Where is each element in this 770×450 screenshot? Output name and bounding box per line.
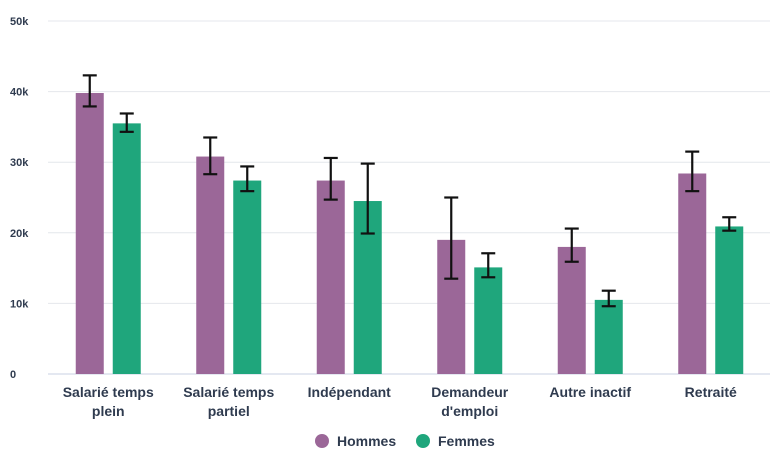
error-bar-hommes-4 [564,227,579,263]
error-bar-femmes-0 [119,112,134,133]
legend-item-hommes[interactable]: Hommes [315,433,396,449]
bar-hommes-4 [557,246,586,374]
bar-hommes-5 [678,173,707,374]
error-bar-femmes-4 [601,289,616,308]
y-tick-label: 20k [10,228,29,240]
bar-femmes-0 [112,123,141,375]
legend-item-femmes[interactable]: Femmes [416,433,495,449]
x-category-label: Demandeur d'emploi [431,384,509,419]
x-category-label: Salarié temps plein [63,384,154,419]
error-bar-hommes-0 [82,74,97,108]
error-bar-femmes-3 [481,252,496,279]
legend-label: Hommes [337,433,396,449]
bar-femmes-5 [715,226,744,374]
bar-hommes-1 [196,156,225,374]
error-bar-hommes-5 [685,150,700,193]
x-axis-labels: Salarié temps plein Salarié temps partiel In… [63,384,737,419]
x-category-label: Autre inactif [549,384,631,400]
bar-femmes-4 [594,299,623,374]
x-category-label: Retraité [685,384,737,400]
bars [75,93,744,375]
y-tick-label: 40k [10,87,29,99]
y-tick-label: 0 [10,369,16,381]
legend-marker [315,434,329,448]
bar-hommes-2 [316,180,345,374]
x-category-label: Salarié temps partiel [183,384,274,419]
legend-label: Femmes [438,433,495,449]
error-bar-hommes-2 [323,156,338,201]
bar-femmes-1 [233,180,262,374]
x-category-label: Indépendant [308,384,392,400]
y-tick-label: 50k [10,16,29,28]
error-bar-femmes-5 [722,216,737,232]
y-tick-label: 10k [10,298,29,310]
bar-femmes-3 [474,267,503,374]
legend-marker [416,434,430,448]
y-axis-ticks: 0 10k 20k 30k 40k 50k [10,16,29,381]
error-bar-femmes-2 [360,162,375,235]
error-bars [82,74,737,308]
gridlines [48,20,770,375]
error-bar-femmes-1 [240,165,255,193]
error-bar-hommes-1 [203,136,218,176]
y-tick-label: 30k [10,157,29,169]
legend: Hommes Femmes [315,433,495,449]
error-bar-hommes-3 [444,196,459,280]
bar-hommes-0 [75,93,104,375]
